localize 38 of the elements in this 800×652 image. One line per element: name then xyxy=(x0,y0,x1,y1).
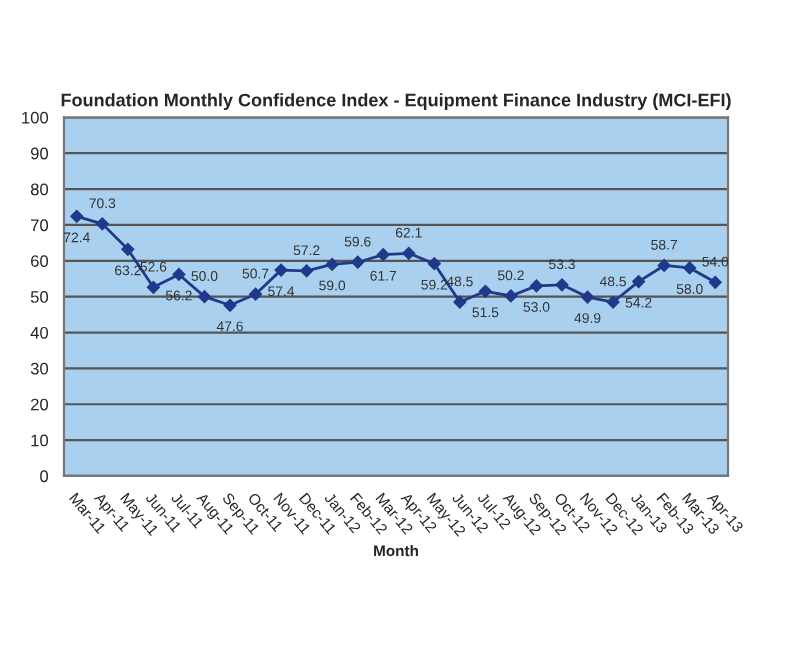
y-tick-label: 80 xyxy=(30,183,49,196)
chart-title: Foundation Monthly Confidence Index - Equipment Finance Industry (MCI-EFI) xyxy=(61,93,731,110)
point xyxy=(198,290,211,303)
point xyxy=(428,257,441,270)
point xyxy=(376,248,390,261)
point xyxy=(657,259,671,272)
point xyxy=(300,264,313,278)
point xyxy=(274,263,288,277)
y-tick-label: 0 xyxy=(40,470,49,483)
point xyxy=(70,210,84,223)
point xyxy=(147,281,160,294)
y-tick-label: 40 xyxy=(30,326,49,339)
y-tick-label: 30 xyxy=(30,362,49,375)
point xyxy=(223,298,237,312)
y-tick-label: 70 xyxy=(31,219,49,232)
point xyxy=(479,284,492,298)
point xyxy=(249,287,262,301)
y-tick-label: 20 xyxy=(31,398,49,411)
point xyxy=(402,246,416,260)
point xyxy=(325,258,339,271)
point xyxy=(530,279,543,293)
point xyxy=(708,276,722,289)
point xyxy=(121,243,135,256)
y-tick-label: 50 xyxy=(30,291,49,303)
point xyxy=(581,290,594,304)
y-tick-label: 100 xyxy=(22,111,49,124)
y-tick-label: 10 xyxy=(31,434,49,447)
point xyxy=(172,268,186,281)
y-tick-label: 90 xyxy=(30,147,49,160)
point xyxy=(96,217,109,231)
y-tick-label: 60 xyxy=(31,255,49,267)
point xyxy=(632,275,645,288)
point xyxy=(351,255,364,269)
point xyxy=(555,278,569,292)
point xyxy=(606,295,620,309)
point xyxy=(683,261,696,275)
point xyxy=(504,289,518,303)
point xyxy=(453,295,467,309)
